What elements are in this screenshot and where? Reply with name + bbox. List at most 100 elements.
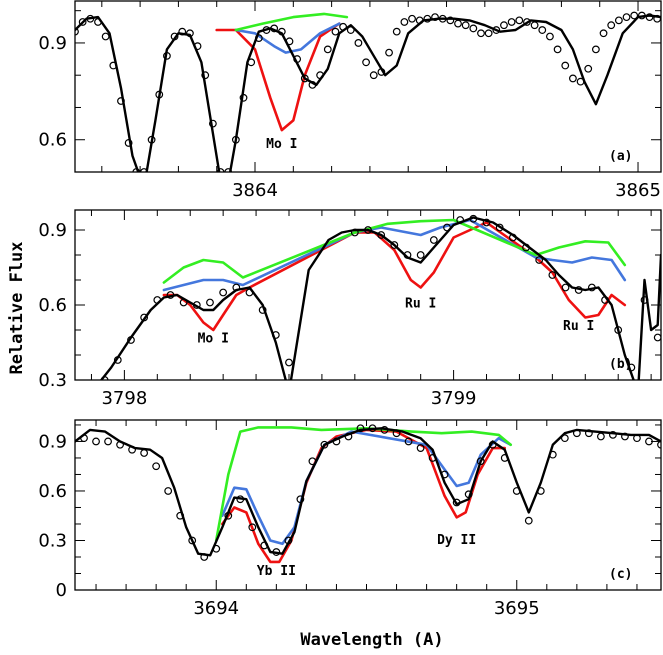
observed-point bbox=[124, 139, 133, 147]
plot-frame bbox=[74, 0, 662, 173]
plot-area bbox=[75, 424, 661, 564]
observed-point bbox=[219, 288, 228, 297]
observed-point bbox=[392, 429, 401, 438]
observed-point bbox=[469, 214, 478, 223]
observed-point bbox=[653, 14, 661, 23]
observed-point bbox=[469, 24, 478, 33]
observed-point bbox=[344, 432, 353, 441]
observed-point bbox=[423, 14, 432, 23]
observed-point bbox=[630, 11, 639, 20]
observed-point bbox=[553, 45, 562, 54]
x-tick-label: 3865 bbox=[615, 180, 661, 201]
observed-point bbox=[492, 26, 501, 34]
y-tick-label: 0.6 bbox=[38, 295, 67, 316]
observed-point bbox=[522, 243, 530, 252]
observed-point bbox=[127, 336, 135, 344]
plot-area bbox=[99, 214, 661, 380]
observed-point bbox=[140, 168, 148, 172]
observed-point bbox=[512, 487, 521, 495]
observed-point bbox=[152, 462, 161, 471]
observed-point bbox=[599, 29, 608, 38]
observed-point bbox=[524, 516, 533, 525]
panel-b: 3798 3799 0.3 0.6 0.9 Mo I Ru I Ru I (b) bbox=[38, 209, 662, 409]
observed-point bbox=[216, 168, 225, 172]
observed-point bbox=[100, 376, 109, 380]
model-line-green bbox=[214, 426, 513, 542]
observed-point bbox=[206, 298, 214, 307]
observed-point bbox=[128, 445, 136, 454]
x-tick-label: 3798 bbox=[101, 388, 147, 409]
observed-point bbox=[140, 449, 149, 457]
observed-point bbox=[440, 470, 449, 479]
observed-point bbox=[621, 432, 629, 441]
observed-point bbox=[277, 27, 286, 36]
x-tick-label: 3799 bbox=[431, 388, 477, 409]
observed-point bbox=[254, 34, 263, 43]
observed-point bbox=[362, 58, 370, 67]
model-line-blue bbox=[162, 218, 627, 292]
observed-point bbox=[569, 74, 577, 83]
observed-point bbox=[637, 11, 646, 20]
observed-point bbox=[574, 286, 583, 294]
observed-point bbox=[316, 71, 325, 80]
observed-point bbox=[200, 553, 209, 561]
observed-point bbox=[166, 291, 175, 299]
observed-point bbox=[271, 331, 280, 339]
observed-point bbox=[645, 437, 653, 446]
observed-point bbox=[92, 437, 100, 446]
observed-point bbox=[86, 14, 95, 23]
y-tick-label: 0.9 bbox=[38, 431, 67, 452]
model-line-red bbox=[162, 221, 627, 332]
panel-c: 3694 3695 0 0.3 0.6 0.9 Yb II Dy II (c) bbox=[38, 419, 662, 619]
observed-point bbox=[232, 283, 241, 292]
observed-point bbox=[94, 18, 102, 26]
observed-point bbox=[101, 32, 110, 41]
observed-point bbox=[560, 434, 569, 443]
observed-point bbox=[78, 18, 87, 26]
observed-point bbox=[178, 27, 187, 36]
observed-point bbox=[484, 29, 493, 38]
observed-point bbox=[584, 64, 593, 73]
observed-point bbox=[140, 313, 149, 322]
observed-point bbox=[208, 119, 217, 128]
line-id-label: Mo I bbox=[266, 137, 297, 152]
observed-point bbox=[596, 432, 605, 441]
observed-point bbox=[515, 16, 524, 25]
observed-point bbox=[523, 18, 531, 26]
observed-point bbox=[262, 26, 271, 34]
line-id-label: Ru I bbox=[563, 319, 594, 334]
line-id-label: Ru I bbox=[405, 297, 436, 312]
observed-point bbox=[331, 27, 340, 36]
observed-point bbox=[587, 283, 596, 292]
observed-point bbox=[224, 168, 233, 172]
observed-point bbox=[416, 444, 425, 452]
y-tick-label: 0.6 bbox=[38, 130, 67, 151]
panel-tag: (a) bbox=[609, 149, 632, 164]
y-tick-label: 0.9 bbox=[38, 33, 67, 54]
observed-point bbox=[339, 22, 348, 31]
observed-point bbox=[404, 437, 413, 446]
model-line-red bbox=[215, 22, 341, 132]
observed-point bbox=[308, 80, 317, 89]
observed-point bbox=[400, 18, 409, 26]
observed-point bbox=[446, 16, 455, 25]
observed-point bbox=[495, 223, 504, 232]
y-tick-label: 0 bbox=[56, 580, 67, 601]
observed-point bbox=[645, 13, 654, 22]
observed-point bbox=[350, 228, 359, 237]
observed-point bbox=[80, 434, 88, 443]
observed-point bbox=[364, 226, 372, 234]
observed-point bbox=[179, 298, 188, 307]
observed-point bbox=[385, 48, 393, 57]
y-axis-title: Relative Flux bbox=[7, 241, 27, 374]
observed-point bbox=[607, 21, 616, 30]
observed-point bbox=[443, 223, 451, 232]
observed-point bbox=[323, 45, 332, 54]
observed-point bbox=[640, 296, 649, 304]
observed-point bbox=[354, 39, 363, 47]
observed-point bbox=[300, 74, 309, 83]
observed-point bbox=[258, 306, 267, 314]
observed-point bbox=[584, 429, 593, 438]
observed-point bbox=[170, 32, 179, 41]
observed-point bbox=[538, 26, 547, 34]
